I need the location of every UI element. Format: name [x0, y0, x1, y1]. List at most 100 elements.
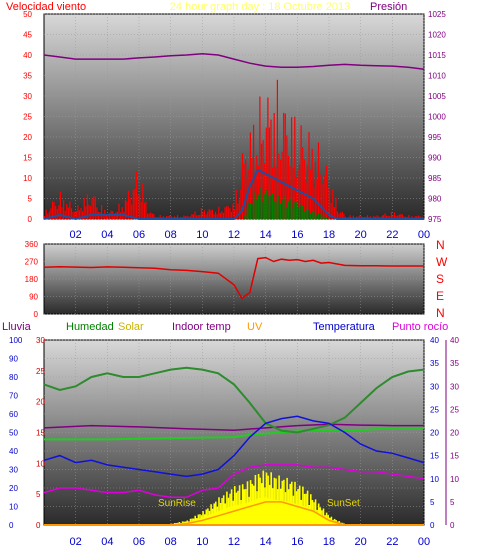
wind-bar	[48, 211, 50, 219]
wind-bar	[194, 211, 196, 219]
wind-bar	[283, 112, 285, 219]
direction-tick-label: 270	[25, 258, 39, 267]
avg-wind-bar	[260, 190, 263, 219]
avg-wind-bar	[302, 206, 304, 219]
x-tick-label: 06	[133, 536, 145, 548]
wind-bar	[45, 209, 47, 219]
wind-tick-label: 5	[28, 195, 33, 204]
temp-tick-label: 25	[430, 405, 439, 414]
wind-bar	[249, 132, 251, 219]
wind-bar	[374, 216, 377, 219]
wind-bar	[395, 215, 397, 219]
wind-bar	[422, 216, 424, 219]
sunrise-label: SunRise	[158, 498, 196, 509]
avg-wind-bar	[243, 215, 245, 219]
wind-bar	[80, 207, 82, 219]
pressure-tick-label: 1005	[428, 92, 446, 101]
wind-bar	[327, 187, 329, 219]
wind-bar	[359, 215, 361, 219]
wind-bar	[50, 208, 52, 219]
avg-wind-bar	[246, 208, 248, 219]
wind-bar	[278, 153, 280, 219]
wind-bar	[382, 215, 384, 219]
avg-wind-bar	[267, 195, 269, 219]
pressure-tick-label: 975	[428, 215, 442, 224]
wind-bar	[386, 215, 388, 219]
wind-bar	[355, 216, 358, 219]
humidity-line	[43, 366, 425, 434]
temp-tick-label: 10	[430, 475, 439, 484]
wind-bar	[127, 190, 130, 219]
temp-tick-label: 30	[430, 382, 439, 391]
wind-bar	[367, 215, 369, 219]
wind-bar	[131, 204, 133, 219]
wind-bar	[219, 213, 221, 219]
x-tick-label: 22	[386, 229, 398, 241]
rain-tick-label: 10	[9, 503, 18, 512]
dew-tick-label: 10	[450, 475, 459, 484]
rain-tick-label: 80	[9, 373, 18, 382]
avg-wind-bar	[305, 209, 307, 219]
wind-bar	[78, 210, 80, 219]
avg-wind-bar	[294, 202, 296, 219]
wind-bar	[417, 215, 419, 219]
indoor-temp-line	[44, 426, 424, 441]
wind-bar	[238, 199, 240, 219]
avg-wind-bar	[251, 204, 253, 219]
wind-bar	[234, 209, 236, 219]
reference-line	[43, 423, 424, 431]
direction-tick-label: 360	[25, 240, 39, 249]
wind-bar	[77, 205, 79, 219]
wind-bar	[63, 200, 65, 219]
wind-bar	[314, 161, 316, 219]
wind-bar	[205, 214, 207, 219]
wind-bar	[284, 113, 286, 219]
solar-bar	[294, 481, 296, 525]
x-tick-label: 02	[70, 229, 82, 241]
x-tick-label: 08	[165, 229, 177, 241]
wind-bar	[343, 213, 345, 219]
avg-wind-bar	[325, 217, 327, 219]
avg-wind-bar	[245, 214, 247, 219]
wind-bar	[400, 214, 402, 219]
wind-bar	[310, 169, 312, 219]
x-tick-label: 04	[101, 536, 113, 548]
wind-bar	[85, 206, 87, 219]
wind-bar	[398, 214, 400, 219]
legend-solar: Solar	[118, 321, 144, 333]
dew-tick-label: 40	[450, 336, 459, 345]
wind-bar	[105, 215, 107, 219]
wind-bar	[56, 208, 58, 219]
direction-letter: E	[436, 289, 444, 303]
pressure-tick-label: 1010	[428, 72, 446, 81]
avg-wind-bar	[324, 216, 326, 219]
wind-bar	[140, 201, 142, 219]
x-tick-label: 14	[260, 229, 272, 241]
avg-wind-bar	[310, 214, 312, 219]
dew-tick-label: 20	[450, 429, 459, 438]
wind-bar	[146, 213, 149, 219]
dew-point-line	[43, 464, 425, 499]
direction-tick-label: 0	[34, 310, 39, 319]
avg-wind-bar	[298, 208, 301, 219]
avg-wind-bar	[297, 207, 299, 219]
wind-bar	[245, 159, 247, 219]
wind-bar	[150, 212, 152, 219]
pressure-tick-label: 980	[428, 195, 442, 204]
wind-bar	[107, 214, 109, 219]
wind-bar	[64, 210, 66, 219]
dew-tick-label: 35	[450, 359, 459, 368]
header-left-label: Velocidad viento	[6, 1, 86, 13]
wind-tick-label: 15	[23, 154, 32, 163]
wind-bar	[151, 213, 153, 219]
solar-bar	[286, 477, 288, 525]
wind-bar	[44, 216, 46, 219]
wind-bar	[405, 216, 407, 219]
wind-bar	[153, 214, 155, 219]
wind-bar	[403, 216, 405, 219]
wind-bar	[210, 210, 212, 219]
wind-bar	[336, 211, 339, 219]
wind-bar	[132, 190, 134, 219]
wind-bar	[241, 153, 244, 219]
uv-line	[170, 501, 346, 526]
